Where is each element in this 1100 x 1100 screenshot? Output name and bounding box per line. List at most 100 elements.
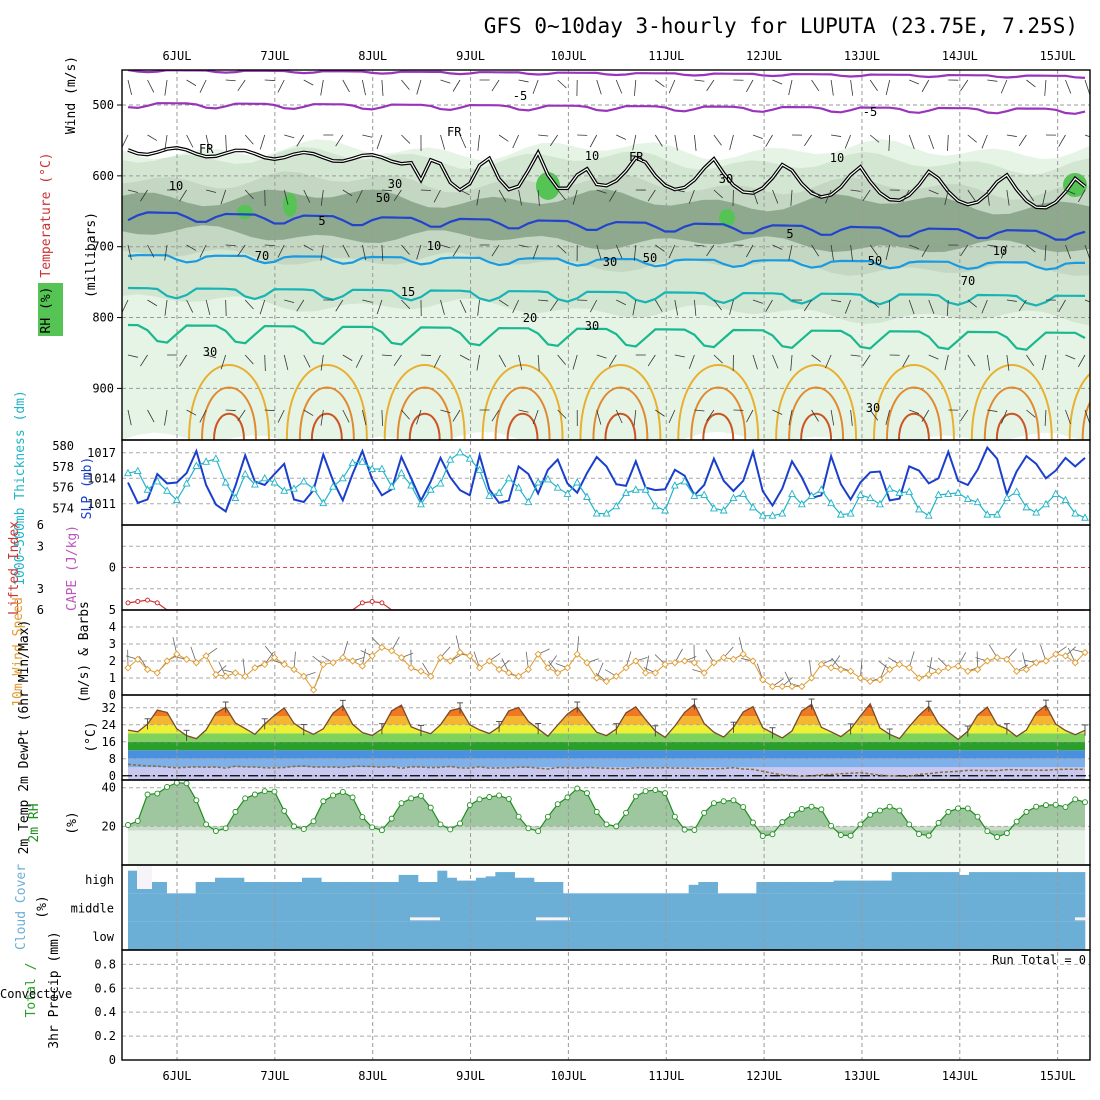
- upper-wind-barb: [355, 189, 363, 203]
- upper-wind-barb: [752, 354, 758, 370]
- cloud-middle-bar: [543, 893, 554, 922]
- thickness-point: [1061, 495, 1070, 504]
- cloud-low-bar: [988, 921, 999, 950]
- cloud-high-bar: [988, 872, 999, 894]
- rh-point: [418, 792, 424, 799]
- temp-contour-label: -5: [863, 105, 877, 119]
- cloud-high-bar: [495, 872, 506, 894]
- cloud-high-bar: [969, 872, 979, 894]
- thickness-point: [534, 478, 543, 486]
- upper-wind-barb: [199, 409, 207, 423]
- thickness-point: [797, 499, 806, 508]
- thickness-point: [368, 464, 377, 472]
- temp-contour-label: 10: [427, 239, 441, 253]
- cloud-low-bar: [853, 921, 863, 950]
- cloud-low-bar: [311, 921, 322, 950]
- temp-color-band: [128, 741, 1085, 751]
- cloud-middle-bar: [804, 893, 815, 922]
- cloud-middle-bar: [128, 893, 138, 922]
- upper-wind-barb: [596, 409, 602, 425]
- upper-wind-barb: [790, 354, 793, 371]
- cloud-high-bar: [485, 876, 496, 894]
- upper-wind-barb: [772, 354, 779, 369]
- upper-wind-barb: [452, 409, 461, 422]
- cloud-high-bar: [437, 870, 448, 894]
- upper-wind-barb: [440, 244, 451, 249]
- cloud-middle-bar: [688, 893, 699, 922]
- cloud-low-bar: [940, 921, 950, 950]
- wind-speed-point: [768, 682, 777, 691]
- rh-point: [447, 826, 454, 833]
- rh-point: [925, 832, 932, 839]
- day-label-bottom: 8JUL: [358, 1069, 387, 1083]
- upper-wind-barb: [1006, 189, 1010, 206]
- wind-speed-point: [1042, 657, 1050, 665]
- wind-speed-point: [886, 665, 894, 674]
- upper-wind-barb: [518, 189, 522, 206]
- upper-wind-barb: [498, 299, 509, 307]
- cloud-high-bar: [389, 882, 399, 894]
- cloud-low-bar: [437, 921, 448, 950]
- freezing-level-inner: [127, 147, 1086, 209]
- cloud-low-bar: [785, 921, 796, 950]
- temp-contour-warm-loop: [1081, 400, 1090, 440]
- wind-speed-point: [915, 674, 923, 682]
- upper-wind-barb: [303, 79, 314, 86]
- thickness-point: [221, 478, 230, 486]
- cloud-low-bar: [176, 921, 187, 950]
- rh-point: [515, 813, 522, 820]
- cloud-middle-bar: [186, 893, 196, 922]
- rh-point: [535, 828, 542, 835]
- rh-saturated-blob: [536, 172, 560, 200]
- upper-wind-barb: [557, 79, 567, 89]
- upper-wind-barb: [518, 79, 529, 83]
- upper-wind-barb: [459, 189, 470, 196]
- wind-speed-point: [446, 657, 454, 665]
- cloud-high-bar: [147, 882, 158, 894]
- wind-speed-point: [661, 660, 669, 669]
- thickness-point: [358, 457, 367, 465]
- cloud-middle-bar: [959, 893, 970, 922]
- rh-point: [398, 800, 405, 807]
- cloud-low-bar: [524, 921, 535, 950]
- temp-ylabel: 2m Temp 2m DewPt (6hr Min/Max): [17, 620, 32, 855]
- rh-point: [193, 797, 200, 804]
- upper-wind-barb: [909, 409, 920, 414]
- upper-wind-barb: [850, 354, 861, 357]
- cloud-low-bar: [872, 921, 883, 950]
- cloud-low-bar: [630, 921, 641, 950]
- upper-wind-barb: [532, 409, 539, 425]
- cloud-high-bar: [273, 882, 283, 894]
- wind-speed-point: [895, 660, 904, 669]
- upper-wind-barb: [850, 244, 853, 261]
- rh-point: [994, 834, 1001, 840]
- cloud-middle-bar: [814, 893, 825, 922]
- upper-wind-barb: [572, 354, 578, 370]
- cloud-middle-bar: [872, 893, 883, 922]
- thickness-point: [211, 454, 220, 462]
- cloud-middle-bar: [340, 893, 351, 922]
- thickness-point: [163, 486, 172, 494]
- freezing-level-label: FR: [629, 150, 644, 164]
- wind-speed-point: [251, 664, 259, 672]
- cloud-middle-bar: [659, 893, 670, 922]
- upper-wind-barb: [844, 134, 852, 149]
- temp-contour-warm-loop: [1095, 414, 1100, 440]
- rh-point: [974, 813, 981, 820]
- cloud-middle-bar: [234, 893, 245, 922]
- cloud-low-bar: [669, 921, 680, 950]
- wind-speed-point: [514, 672, 523, 680]
- thickness-point: [690, 491, 699, 499]
- thickness-point: [680, 477, 689, 485]
- rh-point: [310, 818, 317, 825]
- lifted-index-point: [145, 597, 151, 603]
- lifted-index-point: [369, 599, 375, 604]
- upper-wind-barb: [549, 299, 559, 312]
- rh-point: [652, 787, 659, 793]
- cloud-low-bar: [611, 921, 622, 950]
- upper-wind-barb: [206, 189, 217, 193]
- upper-wind-barb: [830, 79, 834, 96]
- cloud-middle-bar: [514, 893, 525, 922]
- cloud-middle-bar: [1075, 893, 1086, 922]
- cloud-middle-bar: [456, 893, 467, 922]
